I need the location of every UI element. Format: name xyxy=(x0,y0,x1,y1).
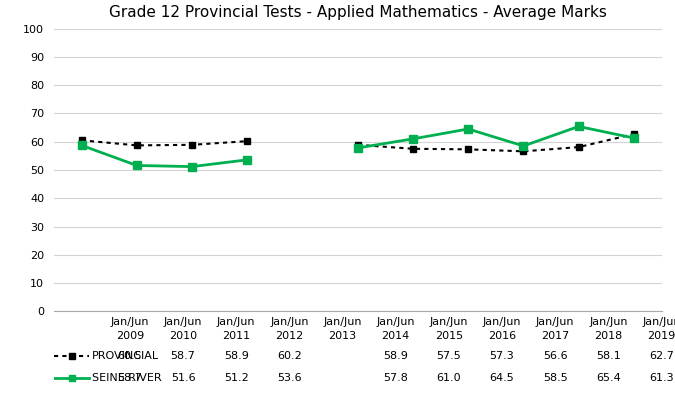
Text: 61.0: 61.0 xyxy=(437,373,461,383)
Text: Jan/Jun: Jan/Jun xyxy=(377,317,415,328)
Text: 60.5: 60.5 xyxy=(117,350,142,361)
Text: 2012: 2012 xyxy=(275,331,304,341)
Text: 58.7: 58.7 xyxy=(117,373,142,383)
Text: 2019: 2019 xyxy=(647,331,675,341)
Text: 58.5: 58.5 xyxy=(543,373,568,383)
Text: 58.1: 58.1 xyxy=(596,350,621,361)
Text: 58.9: 58.9 xyxy=(224,350,248,361)
Text: 2011: 2011 xyxy=(222,331,250,341)
Text: 2017: 2017 xyxy=(541,331,569,341)
Text: 53.6: 53.6 xyxy=(277,373,302,383)
Text: 57.5: 57.5 xyxy=(437,350,461,361)
Text: 58.7: 58.7 xyxy=(171,350,196,361)
Text: Jan/Jun: Jan/Jun xyxy=(270,317,308,328)
Text: 2015: 2015 xyxy=(435,331,463,341)
Text: 61.3: 61.3 xyxy=(649,373,674,383)
Text: 57.3: 57.3 xyxy=(489,350,514,361)
Text: Jan/Jun: Jan/Jun xyxy=(483,317,521,328)
Text: 2010: 2010 xyxy=(169,331,197,341)
Text: Jan/Jun: Jan/Jun xyxy=(164,317,202,328)
Text: SEINE RIVER: SEINE RIVER xyxy=(92,373,161,383)
Text: Jan/Jun: Jan/Jun xyxy=(536,317,574,328)
Text: Jan/Jun: Jan/Jun xyxy=(429,317,468,328)
Text: Jan/Jun: Jan/Jun xyxy=(217,317,256,328)
Text: PROVINCIAL: PROVINCIAL xyxy=(92,350,159,361)
Text: 51.2: 51.2 xyxy=(224,373,248,383)
Text: 2018: 2018 xyxy=(594,331,622,341)
Text: 64.5: 64.5 xyxy=(489,373,514,383)
Text: 58.9: 58.9 xyxy=(383,350,408,361)
Text: 2013: 2013 xyxy=(329,331,356,341)
Text: 2016: 2016 xyxy=(488,331,516,341)
Text: 2014: 2014 xyxy=(381,331,410,341)
Text: 57.8: 57.8 xyxy=(383,373,408,383)
Text: 2009: 2009 xyxy=(116,331,144,341)
Text: Jan/Jun: Jan/Jun xyxy=(323,317,362,328)
Text: Jan/Jun: Jan/Jun xyxy=(111,317,149,328)
Text: Jan/Jun: Jan/Jun xyxy=(642,317,675,328)
Text: 60.2: 60.2 xyxy=(277,350,302,361)
Text: 62.7: 62.7 xyxy=(649,350,674,361)
Text: 65.4: 65.4 xyxy=(596,373,621,383)
Title: Grade 12 Provincial Tests - Applied Mathematics - Average Marks: Grade 12 Provincial Tests - Applied Math… xyxy=(109,5,607,20)
Text: 56.6: 56.6 xyxy=(543,350,568,361)
Text: 51.6: 51.6 xyxy=(171,373,195,383)
Text: Jan/Jun: Jan/Jun xyxy=(589,317,628,328)
